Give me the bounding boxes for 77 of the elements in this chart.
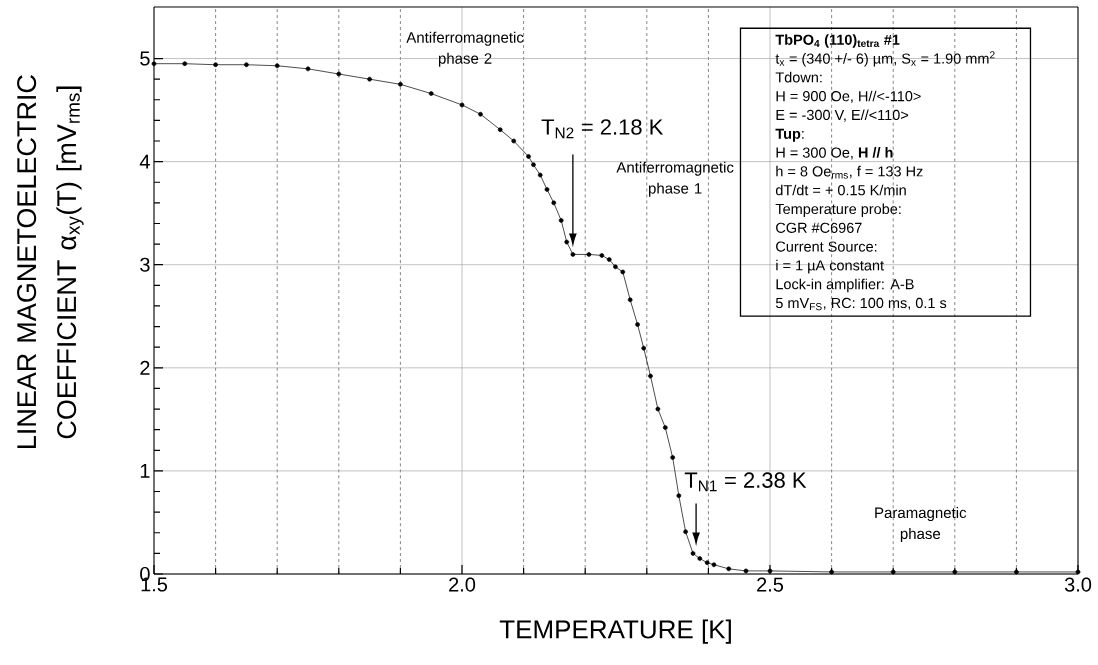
point [544,187,550,192]
annotation: Lock-in amplifier: A-B [776,278,914,293]
annotation: Tdown: [775,71,822,83]
annotation: Current Source: [776,241,877,252]
point [570,252,576,257]
point [336,71,342,77]
point [274,63,280,69]
point [890,569,896,575]
point [564,239,570,245]
point [697,556,703,561]
point [606,257,612,262]
point [620,269,626,275]
annotation: H = 900 Oe, H//<-110> [776,90,921,104]
point [511,138,517,144]
point [662,425,668,430]
point [952,569,958,575]
point [1075,569,1081,575]
annotation: Temperature probe: [775,203,901,217]
x-tick-label: 3.0 [1064,577,1092,592]
annotation: Tup: [775,128,804,142]
annotation: T$_{N1}$ = 2.38 K [684,472,807,492]
point [459,102,465,108]
annotation: Antiferromagnetic phase 1 [616,161,734,197]
point [743,568,749,574]
point [711,562,717,568]
x-axis-title: TEMPERATURE [K] [499,619,731,644]
point [655,406,661,412]
y-tick-label: 5 [140,51,150,66]
point [726,566,732,572]
annotation: TbPO$_{4}$ (110)$_{tetra}$ #1 [775,34,900,48]
y-tick-label: 3 [140,257,150,272]
point [829,569,834,575]
point [213,62,218,68]
point [182,61,188,67]
point [613,264,618,270]
annotation: h = 8 Oe$_{rms}$, f = 133 Hz [776,165,923,179]
point [627,297,633,303]
point [704,560,710,566]
annotation: CGR #C6967 [776,222,862,233]
point [635,322,640,327]
y-tick-label: 1 [140,464,150,478]
point [497,127,503,133]
point [531,162,536,168]
annotation: i = 1 µA constant [776,259,884,274]
annotation: Antiferromagnetic phase 2 [406,31,524,67]
point [586,252,592,257]
point [244,62,249,68]
point [558,218,564,223]
point [641,345,647,351]
y-tick-label: 4 [139,154,150,169]
point [478,111,483,117]
point [305,66,311,72]
annotation: H = 300 Oe, H // h [776,147,893,160]
y-tick-label: 2 [140,360,150,375]
point [537,172,543,178]
point [683,529,688,535]
annotation: T$_{N2}$ = 2.18 K [541,119,664,139]
annotation: 5 mV$_{FS}$, RC: 100 ms, 0.1 s [775,297,947,311]
point [1014,569,1019,575]
point [367,76,372,82]
point [670,455,676,460]
point [551,200,557,206]
annotation: t$_{x}$ = (340 +/- 6) µm, S$_{x}$ = 1.90 mm$^{2}$ [775,51,995,67]
point [428,91,434,96]
point [648,373,653,379]
point [526,154,531,159]
annotation: E = -300 V, E//<110> [776,109,909,122]
point [767,568,773,574]
point [690,551,696,556]
x-tick-label: 2.5 [757,577,784,592]
x-tick-label: 2.0 [449,577,476,592]
annotation: dT/dt = + 0.15 K/min [775,184,906,196]
point [599,253,605,258]
annotation: Paramagnetic phase [875,507,967,542]
point [398,81,403,87]
point [676,493,682,498]
point [151,61,157,67]
